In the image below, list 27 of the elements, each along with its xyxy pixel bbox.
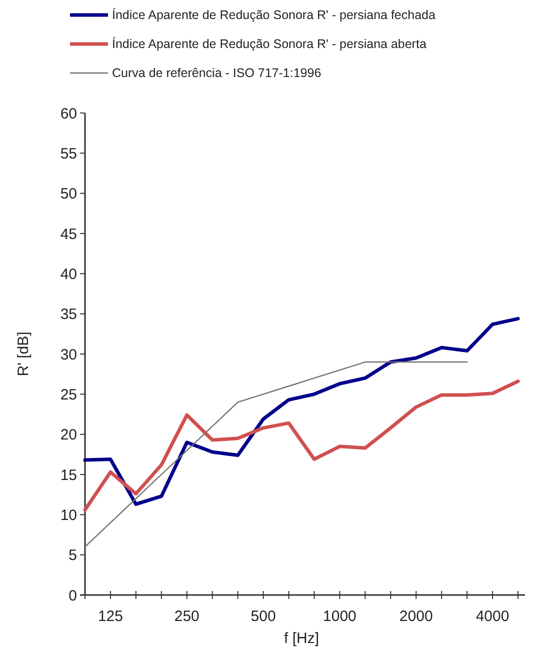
y-tick-label: 20	[60, 426, 77, 444]
y-tick-label: 50	[60, 186, 77, 203]
legend-label: Curva de referência - ISO 717-1:1996	[112, 66, 322, 80]
x-tick-label: 125	[98, 608, 123, 625]
y-tick-label: 35	[60, 306, 77, 324]
line-series	[84, 361, 468, 548]
y-tick-label: 40	[60, 266, 77, 283]
y-tick-label: 45	[60, 226, 77, 243]
legend-label: Índice Aparente de Redução Sonora R' - persiana aberta	[112, 37, 426, 51]
y-axis-title: R' [dB]	[15, 332, 32, 376]
y-tick-label: 60	[60, 105, 77, 122]
y-tick-label: 55	[60, 145, 77, 162]
x-tick-label: 500	[250, 608, 276, 625]
x-tick-label: 4000	[476, 608, 510, 625]
y-tick-label: 5	[68, 547, 77, 564]
line-series	[83, 316, 520, 506]
x-tick-label: 250	[174, 608, 200, 625]
y-tick-label: 30	[60, 346, 77, 364]
y-tick-label: 15	[60, 466, 77, 484]
x-tick-label: 1000	[323, 608, 356, 625]
legend-label: Índice Aparente de Redução Sonora R' - persiana fechada	[112, 8, 436, 22]
y-tick-label: 10	[60, 506, 77, 524]
line-series	[83, 380, 520, 512]
x-axis-title: f [Hz]	[284, 630, 320, 647]
x-tick-label: 2000	[399, 608, 433, 625]
y-tick-label: 25	[60, 386, 77, 404]
y-tick-label: 0	[68, 587, 77, 604]
